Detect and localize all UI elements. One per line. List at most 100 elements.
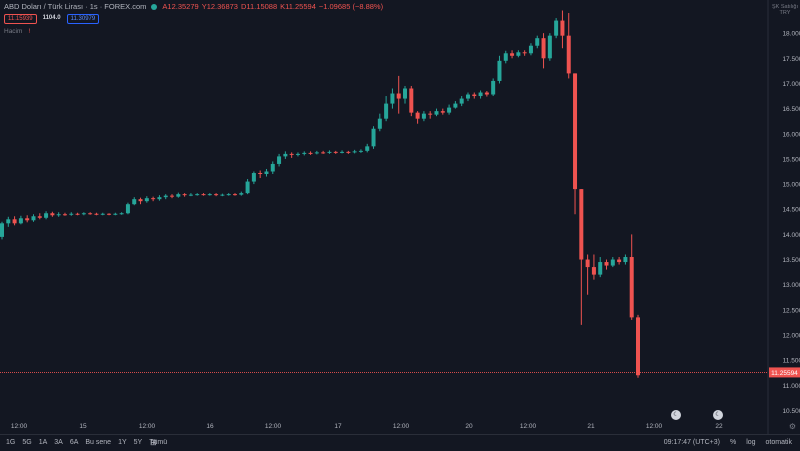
x-tick-label: 12:00 (265, 423, 282, 430)
last-price-label: 11.25594 (771, 370, 798, 377)
candle-body (277, 156, 282, 164)
volume-indicator[interactable]: Hacim ! (4, 28, 30, 35)
candle-body (333, 151, 338, 153)
candle-body (302, 152, 307, 154)
candle-body (447, 107, 452, 113)
candle-body (75, 213, 80, 215)
candle-body (94, 213, 99, 215)
gear-icon[interactable]: ⚙ (788, 422, 796, 431)
candle-body (585, 259, 590, 268)
candle-body (289, 153, 294, 155)
currency-label[interactable]: ŞK Satılığı TRY (772, 4, 798, 16)
candle-body (421, 113, 426, 119)
y-tick-label: 10.50000 (782, 408, 800, 415)
calendar-range-icon[interactable]: ⊞ (150, 438, 157, 447)
range-button[interactable]: 1Y (118, 439, 127, 446)
x-tick-label: 12:00 (393, 423, 410, 430)
candle-body (314, 152, 319, 154)
range-buttons: 1G 5G 1A 3A 6A Bu sene 1Y 5Y Tümü (6, 439, 167, 446)
candle-body (283, 153, 288, 157)
x-tick-label: 17 (334, 423, 342, 430)
candle-body (610, 259, 615, 266)
candle-body (251, 173, 256, 182)
candle-body (371, 128, 376, 147)
x-tick-label: 22 (715, 423, 723, 430)
range-button[interactable]: 5Y (133, 439, 143, 446)
x-tick-label: 12:00 (11, 423, 28, 430)
log-toggle[interactable]: log (746, 439, 756, 446)
buy-button[interactable]: 11.30979 (66, 14, 100, 24)
candle-body (125, 204, 130, 214)
candle-body (163, 195, 168, 198)
symbol-title[interactable]: ABD Doları / Türk Lirası · 1s · FOREX.co… (4, 2, 147, 11)
candle-body (573, 73, 578, 190)
candle-body (308, 152, 313, 154)
candle-body (144, 198, 149, 202)
bottom-toolbar: 1G 5G 1A 3A 6A Bu sene 1Y 5Y Tümü ⊞ 09:17:47 (UT… (0, 434, 800, 451)
y-tick-label: 12.50000 (782, 307, 800, 314)
candle-body (176, 194, 181, 197)
candle-body (396, 93, 401, 99)
event-flag-icon[interactable]: ☾ (671, 410, 681, 420)
candle-body (31, 216, 36, 221)
candle-body (12, 219, 17, 224)
percent-toggle[interactable]: % (729, 439, 737, 446)
candle-body (62, 214, 67, 216)
event-flag-icon[interactable]: ☾ (713, 410, 723, 420)
clock-time[interactable]: 09:17:47 (UTC+3) (663, 439, 720, 446)
candle-body (491, 80, 496, 95)
candle-body (465, 94, 470, 99)
candle-body (377, 118, 382, 129)
candle-body (0, 223, 4, 237)
candle-body (598, 262, 603, 275)
y-tick-label: 14.50000 (782, 207, 800, 214)
warning-icon[interactable]: ! (28, 28, 31, 35)
candle-body (384, 103, 389, 119)
candle-body (516, 52, 521, 56)
range-button[interactable]: Tümü (149, 439, 168, 446)
currency-sub: ŞK Satılığı (772, 4, 798, 10)
candle-body (6, 219, 11, 224)
candle-body (207, 194, 212, 196)
auto-toggle[interactable]: otomatik (765, 439, 792, 446)
sell-button[interactable]: 11.15939 (4, 14, 37, 24)
candle-body (182, 194, 187, 196)
candle-body (220, 194, 225, 196)
candle-body (560, 20, 565, 36)
candle-body (428, 113, 433, 115)
change-value: −1.09685 (−8.88%) (318, 2, 384, 11)
y-tick-label: 16.00000 (782, 131, 800, 138)
open-value: A12.35279 (162, 2, 199, 11)
candle-body (623, 257, 628, 263)
price-chart[interactable]: 18.00000 17.50000 17.00000 16.50000 16.00000… (0, 0, 800, 434)
range-button[interactable]: 1G (6, 439, 16, 446)
low-value: D11.15088 (240, 2, 278, 11)
candle-body (472, 94, 477, 97)
high-value: Y12.36873 (201, 2, 238, 11)
range-button[interactable]: 5G (22, 439, 32, 446)
candle-body (617, 259, 622, 263)
range-button[interactable]: 6A (69, 439, 79, 446)
candle-body (579, 189, 584, 260)
candle-body (258, 173, 263, 175)
candle-body (138, 199, 143, 202)
y-tick-label: 15.00000 (782, 182, 800, 189)
candle-body (484, 92, 489, 95)
candle-body (214, 194, 219, 196)
range-button[interactable]: 3A (54, 439, 63, 446)
candle-body (415, 112, 420, 119)
candle-body (566, 35, 571, 74)
range-button[interactable]: Bu sene (85, 439, 112, 446)
x-tick-label: 12:00 (646, 423, 663, 430)
candle-body (327, 151, 332, 153)
candle-body (434, 111, 439, 115)
candle-body (478, 92, 483, 97)
spread-value: 1104.0 (42, 15, 61, 21)
candle-body (113, 213, 118, 215)
y-tick-label: 13.00000 (782, 282, 800, 289)
last-price-tag (769, 367, 800, 378)
candle-body (151, 198, 156, 200)
candle-body (591, 267, 596, 275)
volume-label: Hacim (4, 28, 23, 35)
range-button[interactable]: 1A (38, 439, 48, 446)
